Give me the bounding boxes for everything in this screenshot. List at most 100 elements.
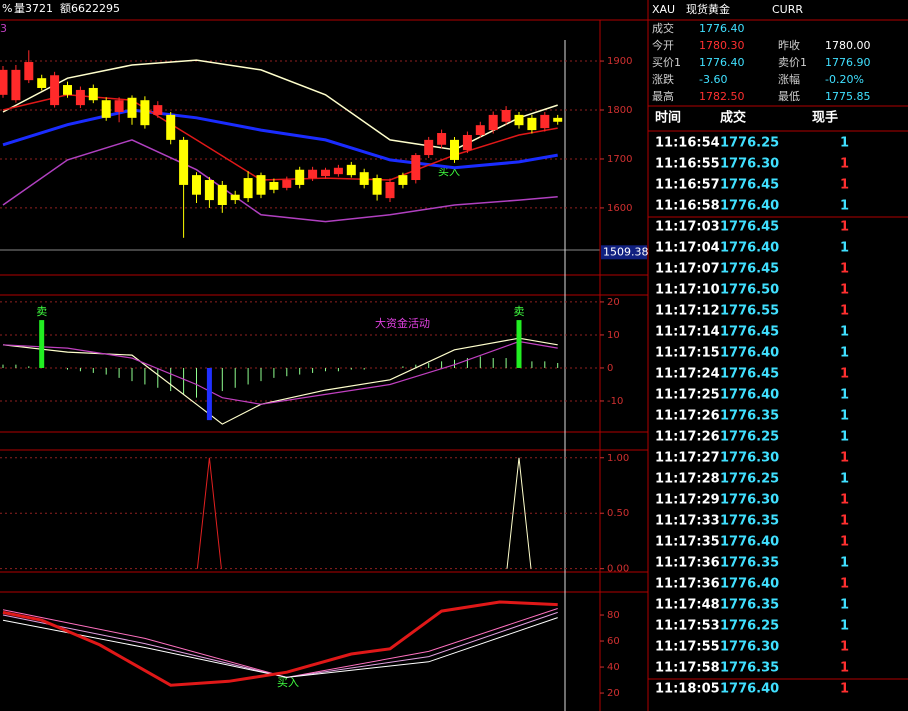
trade-price: 1776.35 (720, 556, 779, 571)
market: CURR (772, 3, 803, 16)
ma-line (2, 108, 558, 170)
candle-body (308, 169, 318, 179)
y-tick-label: 1700 (607, 154, 632, 165)
y-tick-label: 1.00 (607, 453, 629, 464)
quote-value: -3.60 (699, 73, 727, 86)
trade-price: 1776.45 (720, 178, 779, 193)
quote-value: -0.20% (825, 73, 864, 86)
trade-volume: 1 (840, 325, 849, 340)
trade-volume: 1 (840, 346, 849, 361)
candle-body (179, 139, 189, 185)
buy-annotation: 买入 (277, 676, 299, 689)
candle-body (24, 62, 34, 81)
trade-price: 1776.45 (720, 325, 779, 340)
candle-body (333, 167, 343, 175)
trade-price: 1776.40 (720, 577, 779, 592)
quote-label: 昨收 (778, 38, 800, 52)
trades-header: 成交 (720, 110, 746, 126)
candle-body (346, 164, 356, 176)
quote-label: 涨跌 (652, 72, 674, 86)
candle-body (540, 114, 550, 129)
candle-body (101, 100, 111, 118)
trade-time: 11:17:07 (655, 262, 720, 277)
y-tick-label: 0 (607, 363, 613, 374)
trade-price: 1776.35 (720, 598, 779, 613)
trade-volume: 1 (840, 514, 849, 529)
signal-label: 卖 (514, 305, 525, 318)
candle-body (0, 69, 8, 95)
candle-body (295, 169, 305, 185)
trade-time: 11:17:55 (655, 640, 720, 655)
quote-value: 1780.30 (699, 39, 745, 52)
signal-bar (516, 320, 522, 368)
trade-price: 1776.55 (720, 304, 779, 319)
trade-volume: 1 (840, 472, 849, 487)
symbol: XAU (652, 3, 675, 16)
y-tick-label: 0.00 (607, 564, 629, 575)
fan-line (2, 617, 558, 678)
volume: 量3721 (14, 2, 53, 15)
candle-body (553, 117, 563, 122)
candle-body (140, 100, 150, 126)
candle-body (192, 175, 201, 195)
trade-volume: 1 (840, 598, 849, 613)
trade-volume: 1 (840, 556, 849, 571)
trade-volume: 1 (840, 283, 849, 298)
candle-body (527, 117, 537, 131)
candle-body (462, 134, 472, 151)
candle-body (127, 97, 137, 118)
trade-time: 11:17:53 (655, 619, 720, 634)
candle-body (437, 133, 447, 145)
trade-time: 11:17:29 (655, 493, 720, 508)
candle-body (217, 184, 227, 205)
trade-volume: 1 (840, 640, 849, 655)
candle-body (269, 181, 279, 190)
candle-body (488, 114, 498, 131)
ma-line (2, 139, 558, 223)
trade-price: 1776.25 (720, 136, 779, 151)
candle-body (359, 172, 369, 185)
y-tick-label: 1600 (607, 203, 632, 214)
quote-label: 涨幅 (778, 73, 800, 86)
trade-volume: 1 (840, 136, 849, 151)
quote-label: 最低 (778, 90, 800, 103)
trade-time: 11:17:36 (655, 556, 720, 571)
trade-price: 1776.35 (720, 514, 779, 529)
trade-volume: 1 (840, 577, 849, 592)
trade-time: 11:16:54 (655, 136, 720, 151)
y-tick-label: 20 (607, 297, 620, 308)
candle-body (230, 194, 240, 201)
y-tick-label: -10 (607, 396, 623, 407)
trade-volume: 1 (840, 493, 849, 508)
candle-body (282, 180, 292, 188)
price-label: 1509.38 (603, 245, 649, 258)
quote-value: 1776.90 (825, 56, 871, 69)
trade-price: 1776.30 (720, 493, 779, 508)
trade-volume: 1 (840, 199, 849, 214)
quote-value: 1782.50 (699, 90, 745, 103)
trade-time: 11:17:26 (655, 409, 720, 424)
trade-price: 1776.25 (720, 430, 779, 445)
trade-price: 1776.35 (720, 661, 779, 676)
trade-time: 11:16:55 (655, 157, 720, 172)
quote-label: 买价1 (652, 56, 681, 69)
trade-volume: 1 (840, 619, 849, 634)
trade-price: 1776.50 (720, 283, 779, 298)
macd-line (2, 340, 558, 405)
candle-body (501, 110, 511, 122)
y-tick-label: 40 (607, 662, 620, 673)
trade-time: 11:17:58 (655, 661, 720, 676)
trade-price: 1776.45 (720, 262, 779, 277)
quote-label: 成交 (652, 21, 674, 35)
quote-value: 1776.40 (699, 22, 745, 35)
ma-line (2, 59, 558, 151)
trade-time: 11:17:15 (655, 346, 720, 361)
trade-volume: 1 (840, 241, 849, 256)
trade-volume: 1 (840, 367, 849, 382)
y-tick-label: 0.50 (607, 508, 629, 519)
candle-body (11, 69, 21, 101)
fund-annotation: 大资金活动 (375, 316, 430, 330)
quote-value: 1776.40 (699, 56, 745, 69)
trade-time: 11:17:48 (655, 598, 720, 613)
trade-price: 1776.30 (720, 640, 779, 655)
